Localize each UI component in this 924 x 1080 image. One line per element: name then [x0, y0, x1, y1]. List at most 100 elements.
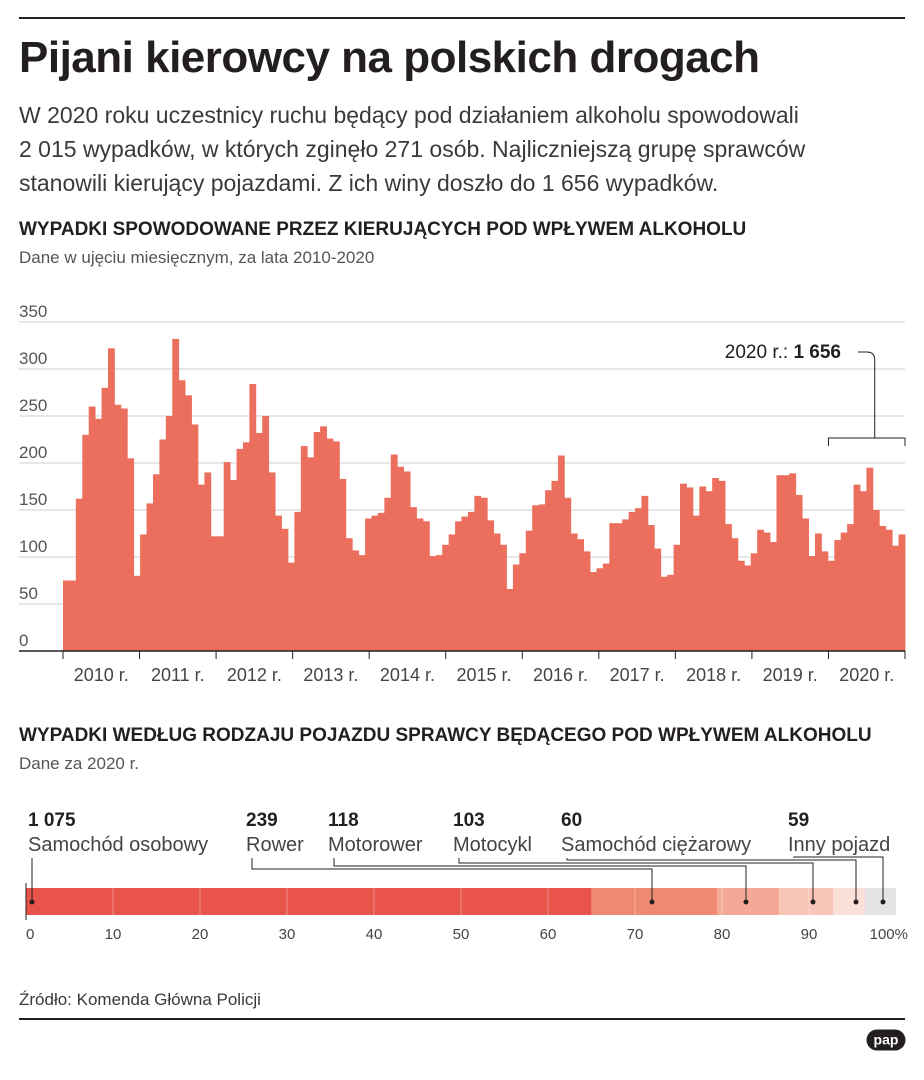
month-bar — [866, 467, 874, 651]
month-bar — [680, 483, 687, 651]
month-bar — [712, 478, 720, 651]
annotation-value: 1 656 — [793, 342, 841, 363]
month-bar — [191, 424, 199, 651]
month-bar — [519, 553, 527, 651]
month-bar — [133, 575, 141, 651]
lead-paragraph: W 2020 roku uczestnicy ruchu będący pod … — [19, 98, 899, 200]
segment-leader — [793, 856, 884, 901]
month-bar — [622, 519, 630, 651]
segment-bar — [864, 888, 896, 915]
month-bar — [853, 484, 861, 651]
month-bar — [101, 387, 109, 651]
segment-bar — [833, 888, 865, 915]
section2-subtitle: Dane za 2020 r. — [19, 754, 140, 773]
month-bar — [236, 448, 244, 651]
month-bar — [506, 588, 514, 651]
month-bar — [628, 511, 636, 651]
month-bar — [654, 548, 662, 651]
segment-leader — [333, 858, 747, 901]
month-bar — [898, 534, 906, 651]
segment-value: 60 — [561, 810, 582, 831]
month-bar — [699, 486, 707, 651]
month-bar — [255, 432, 263, 651]
month-bar — [596, 568, 604, 651]
month-bar — [757, 529, 764, 651]
month-bar — [474, 495, 482, 651]
segment-dot — [649, 899, 655, 905]
month-bar — [750, 553, 758, 651]
y-tick-label: 0 — [19, 631, 28, 650]
month-bar — [840, 532, 848, 651]
month-bar — [223, 462, 231, 651]
month-bar — [789, 473, 797, 651]
segment-label: Samochód osobowy — [28, 834, 208, 856]
month-bar — [538, 504, 546, 651]
month-bar — [63, 580, 70, 651]
month-bar — [140, 534, 147, 651]
y-tick-label: 50 — [19, 584, 38, 603]
month-bar — [95, 418, 102, 651]
bottom-rule — [19, 1018, 905, 1020]
month-bar — [403, 471, 411, 651]
segment-value: 1 075 — [28, 810, 76, 831]
month-bar — [210, 536, 218, 651]
month-bar — [493, 533, 501, 651]
month-bar — [294, 511, 302, 651]
month-bar — [583, 551, 591, 651]
month-bar — [397, 466, 405, 651]
year-label: 2018 r. — [686, 665, 741, 685]
month-bar — [300, 446, 308, 651]
segment-bar — [779, 888, 834, 915]
segment-label: Motocykl — [453, 834, 532, 856]
month-bar — [332, 441, 340, 651]
y-tick-label: 300 — [19, 349, 47, 368]
month-bar — [377, 512, 385, 651]
y-tick-label: 150 — [19, 490, 47, 509]
month-bar — [705, 491, 713, 651]
month-bar — [172, 338, 180, 651]
month-bar — [795, 494, 803, 651]
month-bar — [326, 438, 334, 651]
year-label: 2016 r. — [533, 665, 588, 685]
month-bar — [287, 562, 295, 651]
month-bar — [429, 556, 437, 651]
month-bar — [268, 472, 276, 651]
month-bar — [461, 516, 469, 651]
month-bar — [776, 475, 784, 651]
month-bar — [416, 518, 424, 651]
month-bar — [88, 406, 96, 651]
year-label: 2017 r. — [610, 665, 665, 685]
month-bar — [557, 455, 565, 651]
month-bar — [744, 565, 752, 651]
year-label: 2019 r. — [763, 665, 818, 685]
y-tick-label: 250 — [19, 396, 47, 415]
month-bar — [692, 515, 700, 651]
segment-value: 239 — [246, 810, 278, 831]
month-bar — [892, 545, 899, 651]
month-bar — [615, 523, 623, 651]
month-bar — [384, 497, 392, 651]
month-bar — [821, 551, 829, 651]
segment-label: Samochód ciężarowy — [561, 834, 751, 856]
month-bar — [75, 498, 83, 651]
month-bar — [590, 572, 597, 651]
x-tick-label: 100% — [870, 926, 908, 943]
vehicle-type-chart: 0 10 20 30 40 50 60 70 80 90 100% 1 075 Samochód oso… — [25, 810, 908, 943]
month-bar — [885, 529, 893, 651]
month-bar — [127, 458, 135, 651]
month-bar — [422, 521, 430, 651]
year-label: 2013 r. — [303, 665, 358, 685]
month-bar — [159, 439, 167, 651]
month-bar — [641, 495, 649, 651]
x-tick-label: 20 — [192, 926, 209, 943]
month-bar — [815, 533, 822, 651]
segment-leader — [566, 858, 857, 901]
lead-line: stanowili kierujący pojazdami. Z ich win… — [19, 170, 719, 196]
month-bar — [339, 478, 347, 651]
segment-value: 118 — [328, 810, 359, 831]
year-label: 2010 r. — [74, 665, 129, 685]
year-label: 2020 r. — [839, 665, 894, 685]
y-tick-label: 100 — [19, 537, 47, 556]
month-bar — [551, 480, 559, 651]
month-bar — [448, 534, 456, 651]
